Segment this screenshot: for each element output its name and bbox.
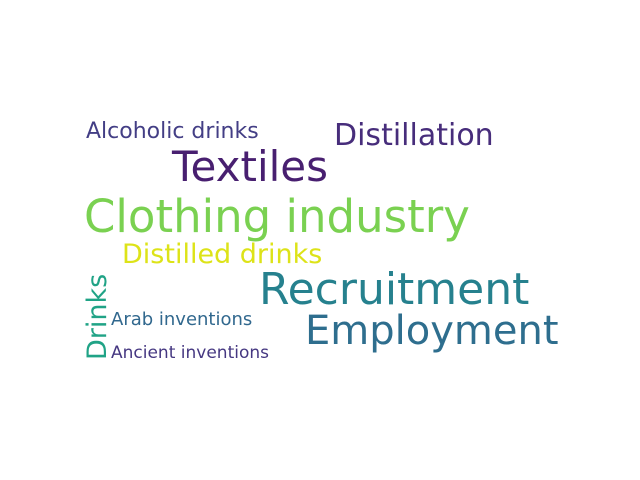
word-alcoholic-drinks: Alcoholic drinks [86,119,259,144]
word-textiles: Textiles [172,142,329,191]
word-ancient-inventions: Ancient inventions [111,343,269,363]
word-drinks: Drinks [82,273,113,360]
word-arab-inventions: Arab inventions [111,309,253,330]
word-employment: Employment [305,308,559,354]
word-distillation: Distillation [334,118,494,153]
word-distilled-drinks: Distilled drinks [122,239,323,270]
word-recruitment: Recruitment [259,264,530,315]
word-clothing-industry: Clothing industry [84,190,470,243]
